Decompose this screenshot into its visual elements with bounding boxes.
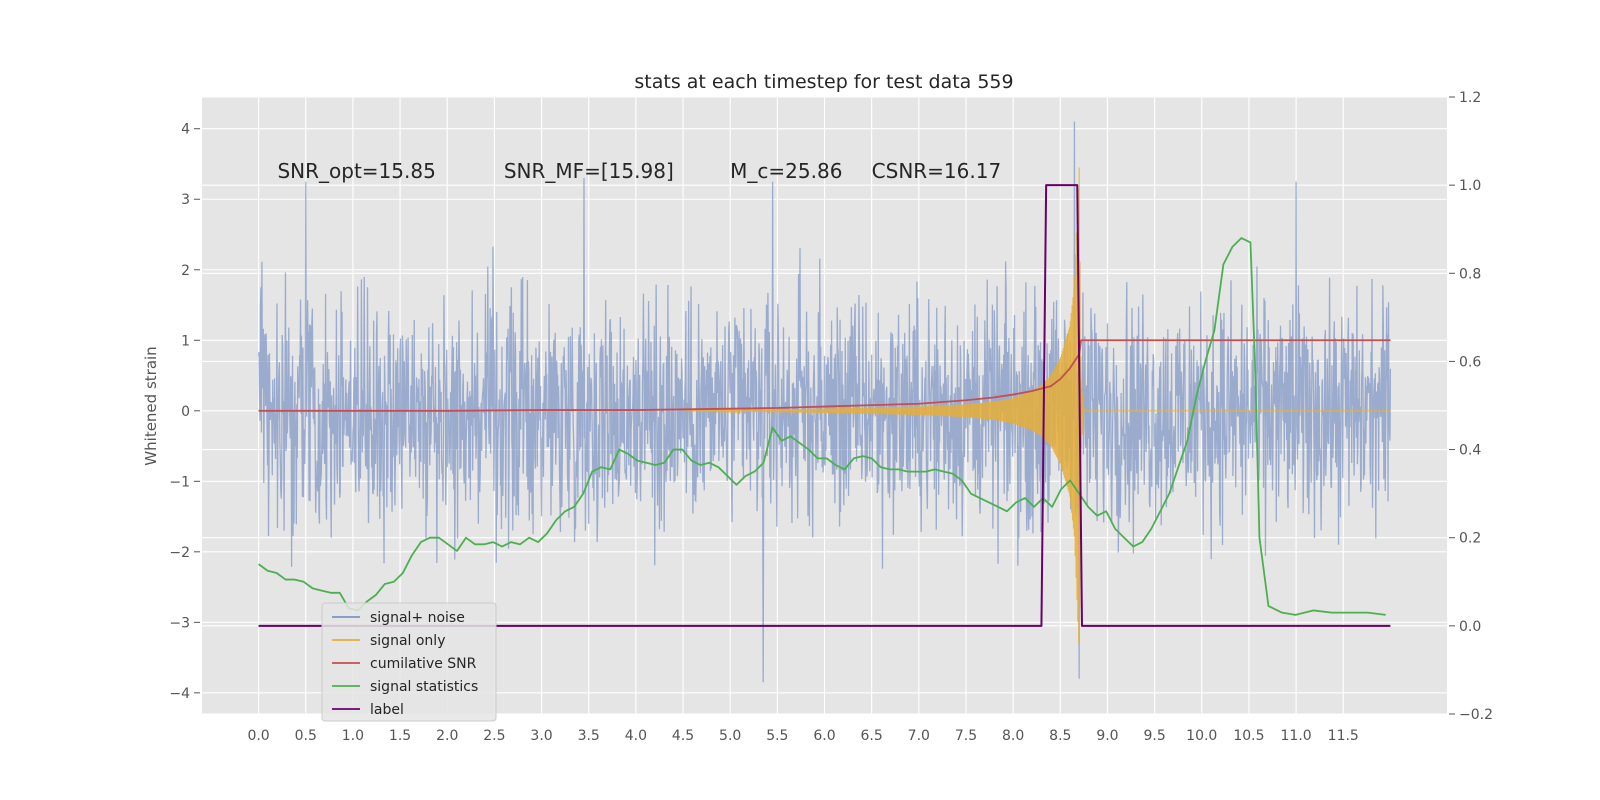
legend-label: cumilative SNR <box>370 656 477 672</box>
y-tick-label: 1 <box>181 333 190 349</box>
series-signal-statistics-line <box>258 237 1386 616</box>
y-tick-label: −2 <box>169 545 190 561</box>
x-tick-label: 10.0 <box>1186 728 1217 744</box>
x-tick-label: 9.0 <box>1096 728 1118 744</box>
y-tick-label: −1 <box>169 474 190 490</box>
x-tick-label: 9.5 <box>1143 728 1165 744</box>
x-tick-label: 3.0 <box>530 728 552 744</box>
grid-layer <box>202 96 1447 715</box>
annotation-text: M_c=25.86 <box>730 159 842 183</box>
y-tick-label: −3 <box>169 615 190 631</box>
x-tick-label: 7.5 <box>955 728 977 744</box>
legend-box <box>321 602 497 722</box>
legend-label: signal only <box>370 633 445 649</box>
y-tick-label: 0 <box>181 404 190 420</box>
x-tick-label: 8.0 <box>1002 728 1024 744</box>
legend: signal+ noise signal only cumilative SNR si… <box>321 602 497 722</box>
y-axis-label: Whitened strain <box>142 346 160 465</box>
annotations: SNR_opt=15.85 SNR_MF=[15.98] M_c=25.86 CSNR… <box>277 159 1001 183</box>
x-tick-label: 3.5 <box>578 728 600 744</box>
x-tick-label: 4.0 <box>625 728 647 744</box>
series-label-line <box>258 184 1391 627</box>
x-tick-label: 6.0 <box>813 728 835 744</box>
y2-tick-label: 0.4 <box>1459 443 1481 459</box>
series-signal-only-line <box>683 167 1391 644</box>
y-tick-label: 3 <box>181 192 190 208</box>
x-tick-label: 4.5 <box>672 728 694 744</box>
data-layer <box>257 121 1392 683</box>
x-tick-label: 5.0 <box>719 728 741 744</box>
x-tick-label: 0.5 <box>295 728 317 744</box>
x-tick-label: 6.5 <box>861 728 883 744</box>
chart-title: stats at each timestep for test data 559 <box>634 71 1013 93</box>
y2-tick-label: 0.6 <box>1459 354 1481 370</box>
y-tick-label: −4 <box>169 686 190 702</box>
y2-tick-label: 0.8 <box>1459 266 1481 282</box>
x-tick-label: 10.5 <box>1233 728 1264 744</box>
annotation-text: SNR_MF=[15.98] <box>504 159 674 183</box>
x-tick-label: 1.5 <box>389 728 411 744</box>
x-tick-label: 11.0 <box>1281 728 1312 744</box>
x-tick-label: 8.5 <box>1049 728 1071 744</box>
y2-tick-label: 1.2 <box>1459 90 1481 106</box>
y2-tick-label: −0.2 <box>1459 707 1493 723</box>
x-tick-label: 2.0 <box>436 728 458 744</box>
legend-label: signal statistics <box>370 679 478 695</box>
y2-tick-label: 0.0 <box>1459 619 1481 635</box>
y2-tick-label: 1.0 <box>1459 178 1481 194</box>
y2-tick-label: 0.2 <box>1459 531 1481 547</box>
legend-label: label <box>370 702 404 718</box>
axes-layer: 0.0 0.5 1.0 1.5 2.0 2.5 3.0 3.5 4.0 4.5 5.0 5.5 6.0 6… <box>169 90 1493 744</box>
x-tick-label: 2.5 <box>483 728 505 744</box>
annotation-text: CSNR=16.17 <box>872 159 1002 183</box>
legend-label: signal+ noise <box>370 610 465 626</box>
y-tick-label: 2 <box>181 263 190 279</box>
x-tick-label: 5.5 <box>766 728 788 744</box>
x-tick-label: 0.0 <box>247 728 269 744</box>
annotation-text: SNR_opt=15.85 <box>277 159 435 183</box>
series-signal-noise-line <box>257 121 1392 683</box>
y-tick-label: 4 <box>181 122 190 138</box>
x-tick-label: 11.5 <box>1328 728 1359 744</box>
series-cumulative-snr-line <box>258 339 1391 412</box>
x-tick-label: 1.0 <box>342 728 364 744</box>
x-tick-label: 7.0 <box>908 728 930 744</box>
